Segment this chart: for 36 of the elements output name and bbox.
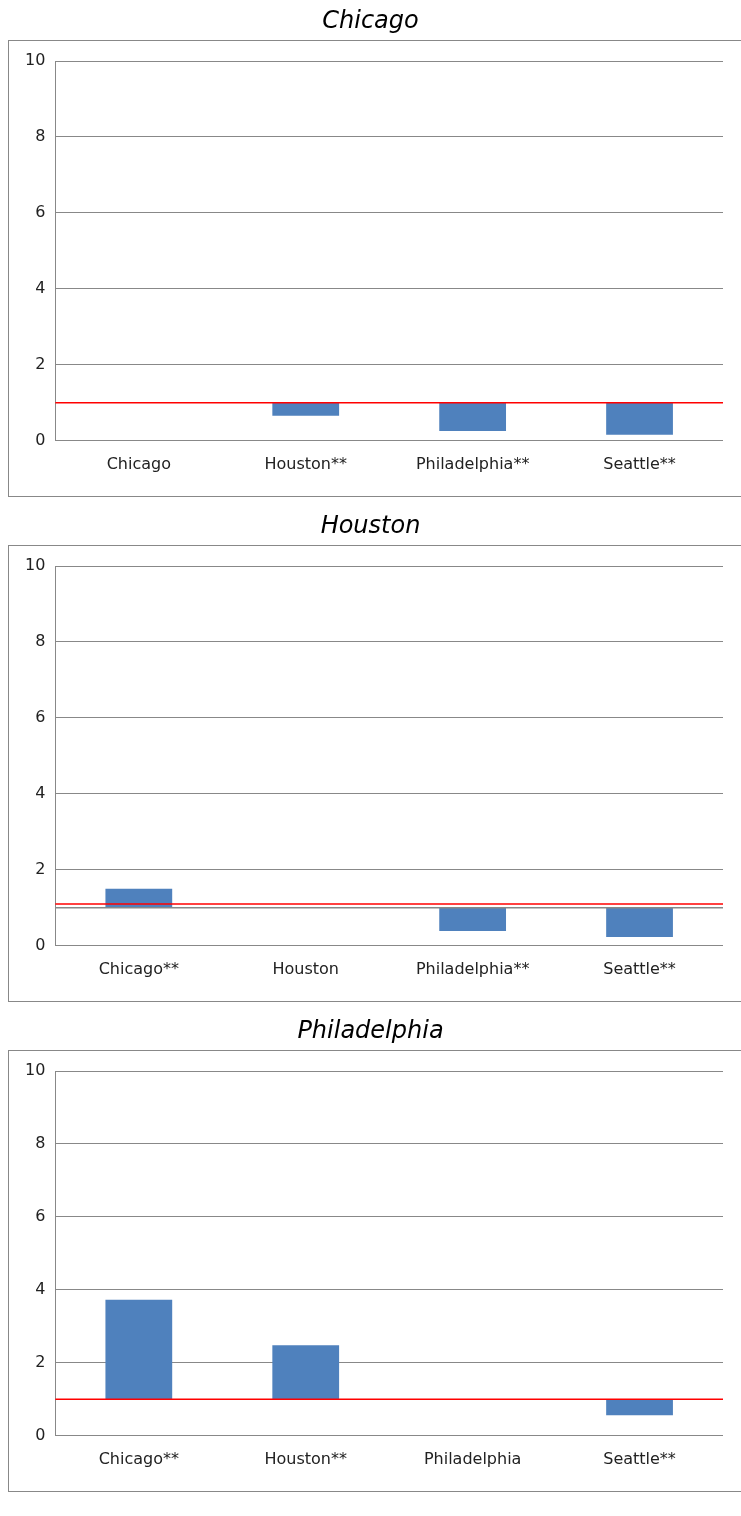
y-tick-label: 6 [35,202,46,222]
y-tick-label: 10 [25,1060,46,1080]
y-tick-label: 2 [35,1352,46,1371]
y-tick-label: 4 [35,783,46,803]
x-tick-label: Seattle** [603,1448,676,1468]
chart-title: Philadelphia [296,1015,445,1046]
y-tick-label: 8 [35,631,46,651]
y-tick-label: 2 [35,859,46,878]
y-tick-label: 0 [35,429,46,449]
x-tick-label: Chicago [106,453,171,473]
y-tick-label: 6 [35,707,46,727]
bar [606,1399,673,1416]
y-tick-label: 8 [35,1133,46,1153]
x-tick-label: Chicago** [98,1448,179,1468]
y-tick-label: 10 [25,50,46,70]
x-tick-label: Philadelphia [423,1448,522,1468]
x-tick-label: Houston [272,958,339,978]
y-tick-label: 2 [35,354,46,373]
x-tick-label: Houston** [264,453,347,473]
bar [272,1345,340,1400]
y-tick-label: 4 [35,1279,46,1299]
x-tick-label: Philadelphia** [415,958,530,978]
y-tick-label: 8 [35,126,46,146]
x-tick-label: Houston** [264,1448,347,1468]
y-tick-label: 0 [35,1424,46,1444]
x-tick-label: Seattle** [603,958,676,978]
chart-title: Houston [319,510,422,541]
y-tick-label: 4 [35,278,46,298]
chart-title: Chicago [321,5,420,36]
bar [105,1299,173,1400]
x-tick-label: Philadelphia** [415,453,530,473]
y-tick-label: 6 [35,1206,46,1226]
x-tick-label: Chicago** [98,958,179,978]
y-tick-label: 10 [25,555,46,575]
x-tick-label: Seattle** [603,453,676,473]
y-tick-label: 0 [35,934,46,954]
